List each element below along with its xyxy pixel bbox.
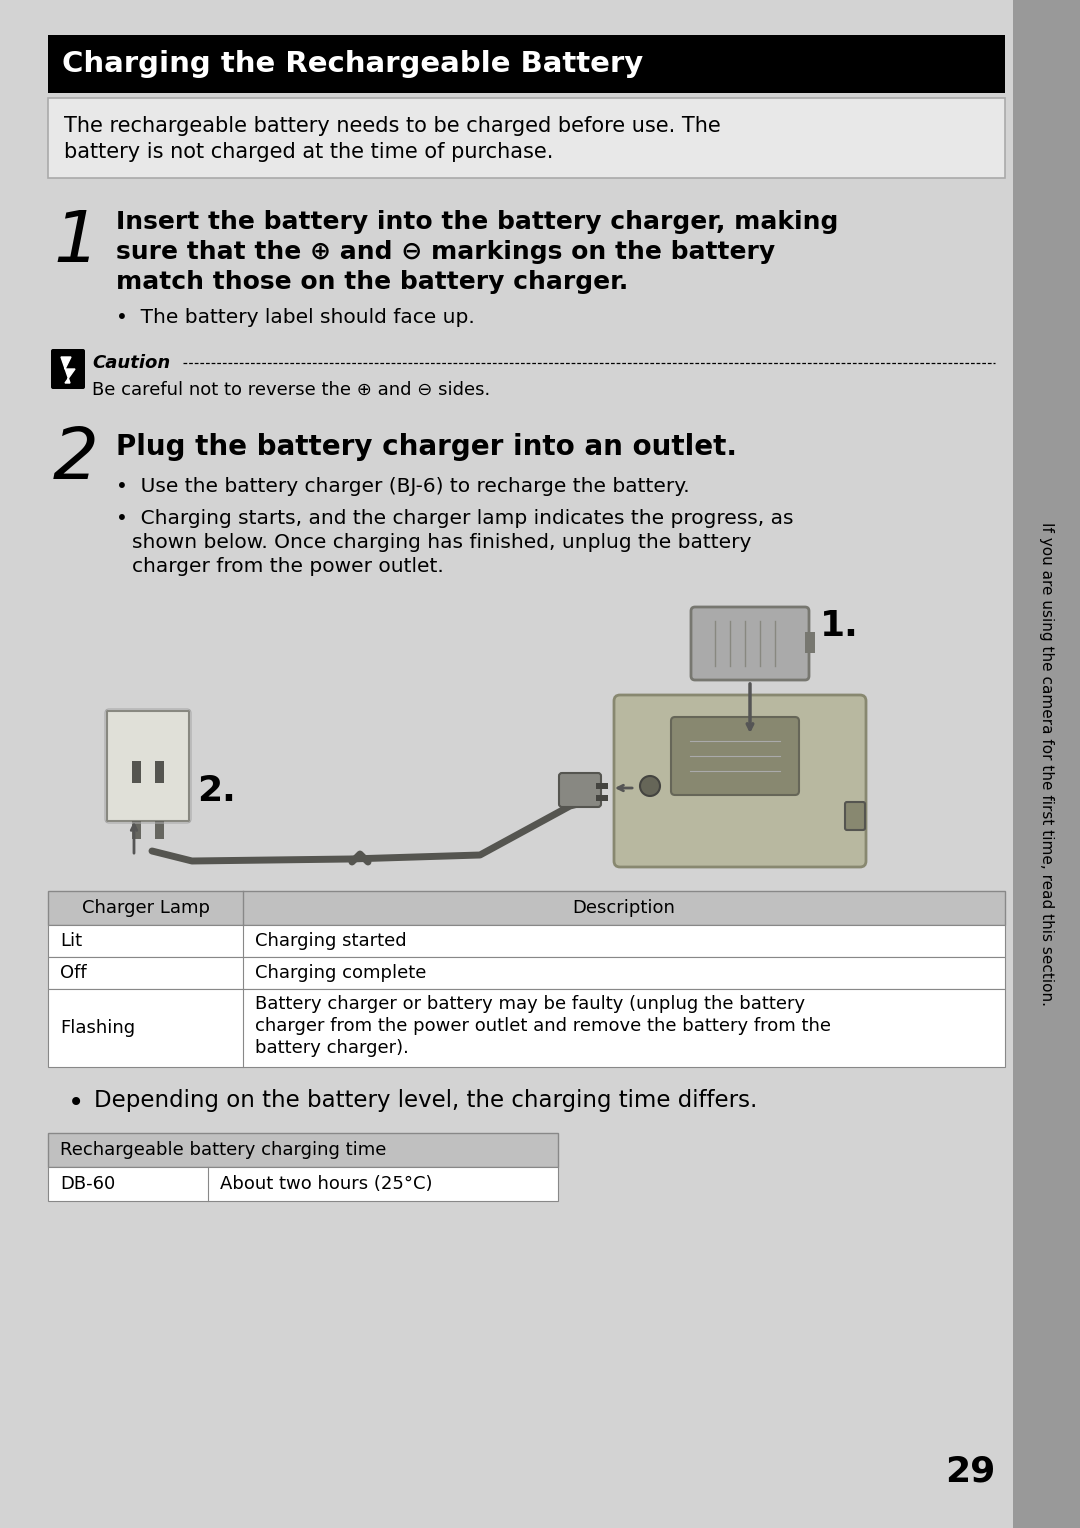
Bar [48,924,1005,957]
Text: Description: Description [572,898,675,917]
Text: DB-60: DB-60 [60,1175,116,1193]
Text: Be careful not to reverse the ⊕ and ⊖ sides.: Be careful not to reverse the ⊕ and ⊖ si… [92,380,490,399]
Bar [156,761,164,782]
Bar [48,891,1005,924]
Bar [596,782,608,788]
Text: Charging complete: Charging complete [255,964,427,983]
Bar [48,989,1005,1067]
Text: The rechargeable battery needs to be charged before use. The: The rechargeable battery needs to be cha… [64,116,720,136]
Text: Off: Off [60,964,86,983]
Bar [805,633,815,652]
FancyBboxPatch shape [559,773,600,807]
Bar [48,98,1005,177]
Text: 2.: 2. [197,775,235,808]
Text: shown below. Once charging has finished, unplug the battery: shown below. Once charging has finished,… [132,533,752,552]
Text: Flashing: Flashing [60,1019,135,1038]
Text: 1: 1 [53,208,99,277]
Text: Charging started: Charging started [255,932,407,950]
Text: 1.: 1. [820,610,859,643]
Text: 2: 2 [53,425,99,494]
Text: charger from the power outlet and remove the battery from the: charger from the power outlet and remove… [255,1018,831,1034]
Text: Charger Lamp: Charger Lamp [81,898,210,917]
FancyBboxPatch shape [51,348,85,390]
Bar [48,35,1005,93]
Bar [1013,0,1080,1528]
FancyBboxPatch shape [845,802,865,830]
Bar [596,795,608,801]
Text: battery is not charged at the time of purchase.: battery is not charged at the time of pu… [64,142,553,162]
FancyBboxPatch shape [691,607,809,680]
FancyBboxPatch shape [671,717,799,795]
Bar [107,711,189,821]
Bar [48,957,1005,989]
Text: charger from the power outlet.: charger from the power outlet. [132,558,444,576]
Text: •  Charging starts, and the charger lamp indicates the progress, as: • Charging starts, and the charger lamp … [116,509,794,529]
Text: Depending on the battery level, the charging time differs.: Depending on the battery level, the char… [94,1089,757,1112]
Text: •: • [68,1089,84,1117]
Text: sure that the ⊕ and ⊖ markings on the battery: sure that the ⊕ and ⊖ markings on the ba… [116,240,775,264]
Text: •  The battery label should face up.: • The battery label should face up. [116,309,475,327]
Text: match those on the battery charger.: match those on the battery charger. [116,270,629,293]
Text: About two hours (25°C): About two hours (25°C) [220,1175,432,1193]
Text: battery charger).: battery charger). [255,1039,409,1057]
Bar [156,821,164,839]
FancyBboxPatch shape [615,695,866,866]
Text: Rechargeable battery charging time: Rechargeable battery charging time [60,1141,387,1160]
Text: •  Use the battery charger (BJ-6) to recharge the battery.: • Use the battery charger (BJ-6) to rech… [116,477,690,497]
Bar [48,1167,558,1201]
Text: Insert the battery into the battery charger, making: Insert the battery into the battery char… [116,209,838,234]
Text: Battery charger or battery may be faulty (unplug the battery: Battery charger or battery may be faulty… [255,995,805,1013]
Polygon shape [60,358,75,384]
Bar [132,821,141,839]
Text: 29: 29 [945,1455,995,1488]
Text: Caution: Caution [92,354,171,371]
Bar [132,761,141,782]
Circle shape [640,776,660,796]
Text: Charging the Rechargeable Battery: Charging the Rechargeable Battery [62,50,644,78]
Bar [48,1132,558,1167]
Text: If you are using the camera for the first time, read this section.: If you are using the camera for the firs… [1039,523,1054,1005]
Text: Plug the battery charger into an outlet.: Plug the battery charger into an outlet. [116,432,737,461]
Text: Lit: Lit [60,932,82,950]
